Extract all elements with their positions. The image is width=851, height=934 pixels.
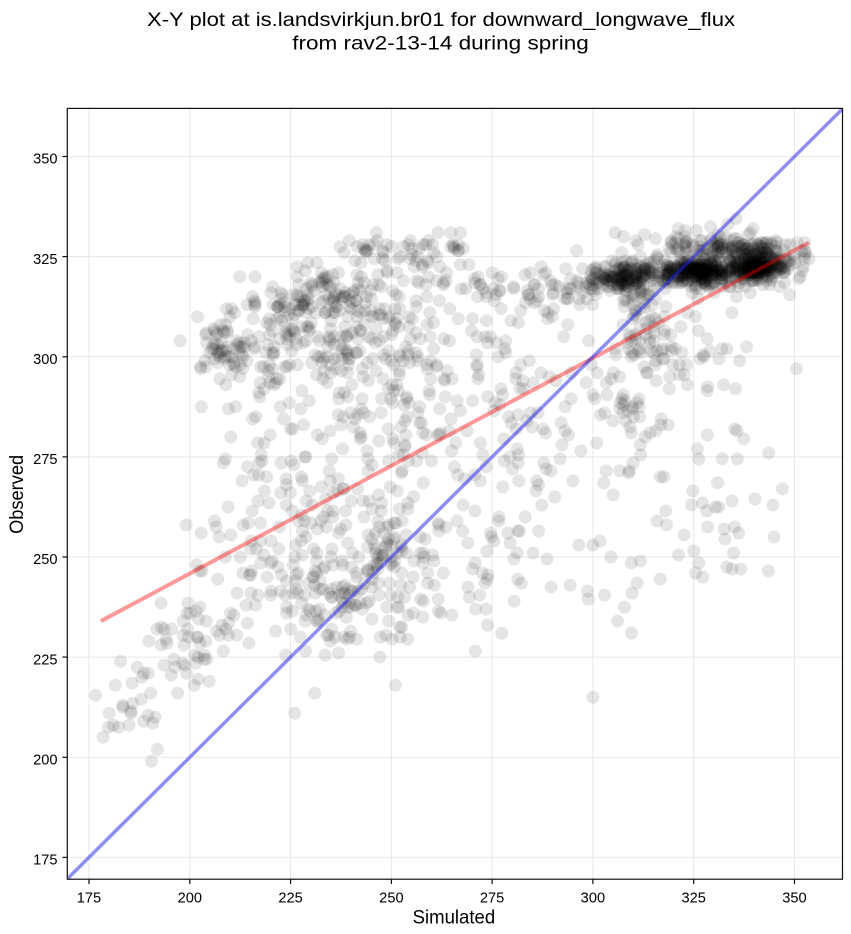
svg-text:250: 250 xyxy=(33,552,57,568)
svg-text:X-Y plot at is.landsvirkjun.br: X-Y plot at is.landsvirkjun.br01 for dow… xyxy=(147,9,735,31)
svg-text:175: 175 xyxy=(33,853,57,869)
svg-text:from rav2-13-14 during spring: from rav2-13-14 during spring xyxy=(292,32,589,54)
svg-text:275: 275 xyxy=(33,452,57,468)
svg-text:275: 275 xyxy=(480,890,504,906)
svg-text:Simulated: Simulated xyxy=(413,906,496,928)
svg-text:300: 300 xyxy=(33,352,57,368)
svg-text:350: 350 xyxy=(33,152,57,168)
svg-text:225: 225 xyxy=(278,890,302,906)
svg-text:325: 325 xyxy=(33,252,57,268)
svg-text:Observed: Observed xyxy=(6,455,28,534)
svg-text:300: 300 xyxy=(581,890,605,906)
svg-text:200: 200 xyxy=(33,753,57,769)
svg-text:225: 225 xyxy=(33,652,57,668)
svg-text:175: 175 xyxy=(77,890,101,906)
svg-text:350: 350 xyxy=(782,890,806,906)
svg-text:325: 325 xyxy=(682,890,706,906)
svg-text:200: 200 xyxy=(178,890,202,906)
svg-text:250: 250 xyxy=(379,890,403,906)
